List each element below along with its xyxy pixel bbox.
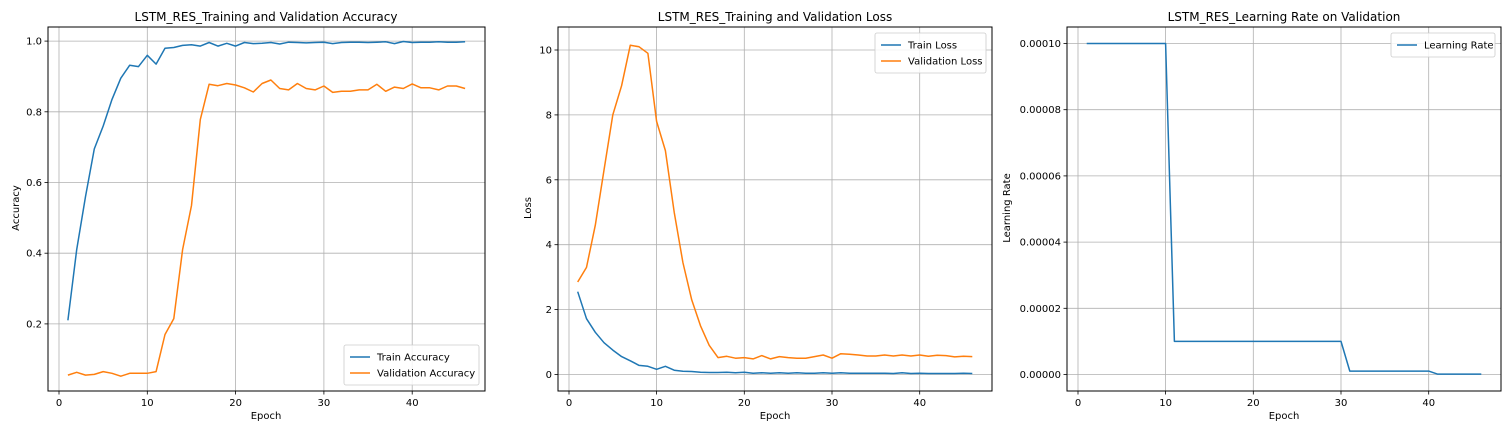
loss-x-tick-label: 40 <box>913 398 926 409</box>
loss-x-tick-label: 20 <box>738 398 751 409</box>
accuracy-x-tick-label: 30 <box>318 398 331 409</box>
learning-rate-y-tick-label: 0.00010 <box>1020 39 1061 50</box>
learning-rate-x-tick-label: 40 <box>1422 398 1435 409</box>
learning-rate-x-tick-label: 10 <box>1159 398 1172 409</box>
learning-rate-chart: LSTM_RES_Learning Rate on Validation Epo… <box>1002 10 1502 422</box>
loss-y-tick-label: 6 <box>546 175 552 186</box>
accuracy-y-tick-label: 1.0 <box>26 37 42 48</box>
accuracy-y-tick-label: 0.2 <box>26 319 42 330</box>
accuracy-series-line-1 <box>67 40 466 321</box>
loss-legend-label: Validation Loss <box>908 57 983 68</box>
loss-y-tick-label: 8 <box>546 110 552 121</box>
accuracy-plot-frame <box>47 26 486 392</box>
loss-x-tick-label: 30 <box>826 398 839 409</box>
learning-rate-x-tick-label: 20 <box>1247 398 1260 409</box>
learning-rate-y-axis-label: Learning Rate <box>1002 173 1013 243</box>
loss-legend-label: Train Loss <box>907 41 957 52</box>
loss-y-tick-label: 4 <box>546 240 552 251</box>
accuracy-x-tick-label: 20 <box>229 398 242 409</box>
learning-rate-plot-frame <box>1066 26 1502 392</box>
accuracy-series-line-2 <box>67 79 466 377</box>
loss-series-line-1 <box>576 291 973 375</box>
accuracy-legend <box>343 344 480 386</box>
learning-rate-y-tick-label: 0.00002 <box>1020 304 1061 315</box>
loss-y-tick-label: 2 <box>546 305 552 316</box>
loss-y-tick-label: 10 <box>539 46 552 57</box>
learning-rate-chart-title: LSTM_RES_Learning Rate on Validation <box>1168 10 1401 24</box>
learning-rate-series-line-1 <box>1086 42 1482 375</box>
learning-rate-y-tick-label: 0.00000 <box>1020 370 1061 381</box>
accuracy-x-tick-label: 0 <box>56 398 62 409</box>
learning-rate-y-tick-label: 0.00004 <box>1020 238 1061 249</box>
accuracy-chart: LSTM_RES_Training and Validation Accurac… <box>11 10 486 422</box>
loss-legend <box>874 32 987 74</box>
accuracy-x-tick-label: 10 <box>141 398 154 409</box>
loss-chart: LSTM_RES_Training and Validation Loss Ep… <box>523 10 993 422</box>
learning-rate-legend-label: Learning Rate <box>1424 41 1494 52</box>
loss-plot-frame <box>557 26 993 392</box>
loss-chart-title: LSTM_RES_Training and Validation Loss <box>658 10 892 24</box>
accuracy-y-tick-label: 0.4 <box>26 249 42 260</box>
loss-x-axis-label: Epoch <box>760 411 791 422</box>
learning-rate-legend <box>1390 32 1496 58</box>
learning-rate-y-tick-label: 0.00006 <box>1020 171 1061 182</box>
loss-x-tick-label: 0 <box>566 398 572 409</box>
accuracy-chart-title: LSTM_RES_Training and Validation Accurac… <box>135 10 398 24</box>
accuracy-x-tick-label: 40 <box>406 398 419 409</box>
accuracy-y-tick-label: 0.6 <box>26 178 42 189</box>
loss-y-axis-label: Loss <box>523 197 534 219</box>
loss-x-tick-label: 10 <box>650 398 663 409</box>
learning-rate-x-tick-label: 30 <box>1335 398 1348 409</box>
accuracy-y-axis-label: Accuracy <box>11 185 22 231</box>
loss-series-line-2 <box>577 44 973 360</box>
accuracy-y-tick-label: 0.8 <box>26 107 42 118</box>
loss-y-tick-label: 0 <box>546 370 552 381</box>
learning-rate-x-axis-label: Epoch <box>1269 411 1300 422</box>
learning-rate-x-tick-label: 0 <box>1075 398 1081 409</box>
accuracy-legend-label: Train Accuracy <box>376 353 450 364</box>
learning-rate-y-tick-label: 0.00008 <box>1020 105 1061 116</box>
accuracy-legend-label: Validation Accuracy <box>377 369 475 380</box>
accuracy-x-axis-label: Epoch <box>251 411 282 422</box>
